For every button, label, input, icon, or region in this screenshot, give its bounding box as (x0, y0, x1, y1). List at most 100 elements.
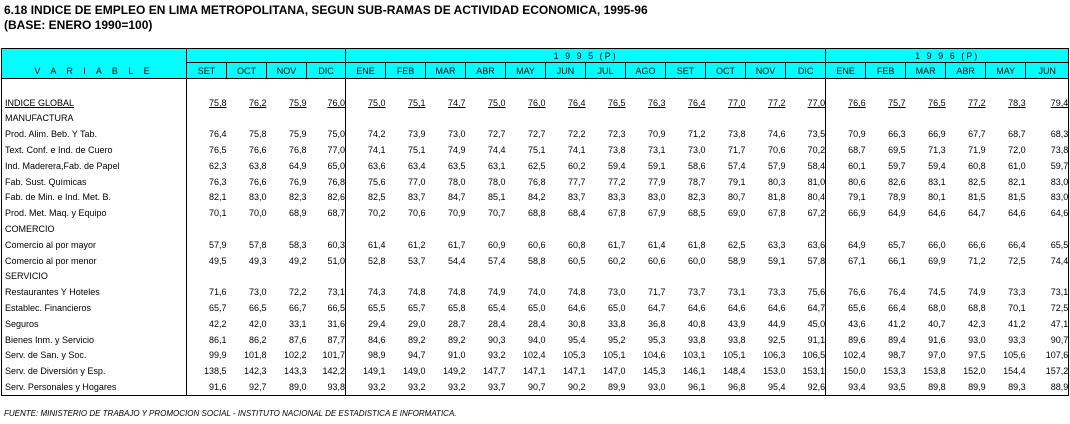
header-year-row: V A R I A B L E 1 9 9 5 (P) 1 9 9 6 (P) (1, 48, 1070, 79)
value-cell: 75,6 (785, 284, 827, 301)
value-cell: 57,4 (487, 255, 506, 266)
value-cell: 101,7 (306, 347, 346, 364)
value-cell: 82,6 (888, 176, 906, 187)
value-cell (466, 111, 506, 127)
value-cell: 105,1 (602, 350, 626, 361)
value-cell: 28,4 (487, 318, 506, 329)
value-cell (746, 221, 786, 237)
table-row: Restaurantes Y Hoteles 71,6 73,0 72,2 73,1 74… (1, 284, 1070, 301)
value-cell: 147,1 (562, 366, 586, 377)
value-cell: 66,4 (888, 303, 906, 314)
table-row: Prod. Met. Maq. y Equipo 70,1 70,0 68,9 68,7… (1, 205, 1070, 222)
month-header: MAR (425, 62, 466, 79)
value-cell: 73,5 (785, 126, 827, 143)
value-cell (1025, 268, 1070, 285)
value-cell: 72,2 (567, 129, 586, 140)
value-cell (546, 269, 586, 285)
value-cell: 84,2 (527, 192, 546, 203)
value-cell: 65,0 (527, 303, 546, 314)
table-row: Ind. Maderera,Fab. de Papel 62,3 63,8 64,9 6… (1, 157, 1070, 174)
value-cell: 49,2 (288, 255, 307, 266)
value-cell (666, 111, 706, 127)
value-cell (746, 111, 786, 127)
value-cell (986, 269, 1026, 285)
value-cell: 47,1 (1025, 315, 1070, 332)
value-cell (227, 269, 267, 285)
value-cell (746, 269, 786, 285)
table-row: Text. Conf. e Ind. de Cuero 76,5 76,6 76,8 7… (1, 142, 1070, 158)
value-cell: 63,3 (767, 239, 786, 250)
month-header: OCT (705, 62, 746, 79)
value-cell: 93,2 (385, 379, 426, 396)
month-header: MAR (905, 62, 947, 79)
value-cell: 77,0 (407, 176, 426, 187)
value-cell (946, 111, 986, 127)
value-cell (946, 269, 986, 285)
value-cell: 93,4 (825, 379, 866, 396)
value-cell: 65,7 (407, 303, 426, 314)
value-cell: 73,7 (687, 287, 706, 298)
value-cell: 66,7 (288, 303, 307, 314)
value-cell: 146,1 (682, 366, 706, 377)
value-cell: 145,3 (642, 366, 666, 377)
month-header: JUL (585, 62, 626, 79)
value-cell (866, 111, 906, 127)
value-cell: 149,0 (402, 366, 426, 377)
value-cell: 68,3 (1025, 126, 1070, 143)
value-cell: 67,9 (647, 208, 666, 219)
value-cell: 45,0 (785, 315, 827, 332)
row-label: Bienes Inm. y Servicio (1, 331, 187, 348)
value-cell: 147,7 (482, 366, 506, 377)
month-header: DIC (306, 62, 346, 79)
value-cell: 31,6 (306, 315, 346, 332)
value-cell (866, 221, 906, 237)
value-cell: 66,6 (968, 239, 986, 250)
value-cell: 83,0 (647, 192, 666, 203)
value-cell (1025, 221, 1070, 237)
value-cell: 86,1 (208, 334, 227, 345)
value-cell: 62,5 (727, 239, 746, 250)
value-cell: 65,0 (306, 157, 346, 174)
value-cell: 83,1 (928, 176, 946, 187)
section-label: COMERCIO (1, 221, 187, 237)
value-cell: 82,1 (1008, 176, 1026, 187)
value-cell: 89,2 (447, 334, 466, 345)
value-cell: 71,7 (647, 287, 666, 298)
value-cell: 88,9 (1025, 379, 1070, 396)
value-cell: 153,8 (923, 366, 946, 377)
value-cell (866, 269, 906, 285)
value-cell: 83,0 (1025, 189, 1070, 206)
value-cell: 76,6 (848, 287, 866, 298)
value-cell: 66,9 (928, 129, 946, 140)
value-cell: 57,8 (785, 252, 827, 269)
value-cell: 67,8 (767, 208, 786, 219)
value-cell: 93,3 (1008, 334, 1026, 345)
value-cell: 66,1 (888, 255, 906, 266)
value-cell: 153,1 (785, 363, 827, 380)
value-cell: 82,5 (968, 176, 986, 187)
value-cell: 73,0 (607, 287, 626, 298)
value-cell: 99,9 (208, 350, 227, 361)
value-cell (785, 268, 827, 285)
value-cell: 77,9 (647, 176, 666, 187)
value-cell: 103,1 (682, 350, 706, 361)
value-cell: 66,0 (928, 239, 946, 250)
row-label: Comercio al por mayor (1, 236, 187, 253)
value-cell: 75,8 (248, 129, 267, 140)
value-cell: 70,6 (407, 208, 426, 219)
value-cell: 82,3 (687, 192, 706, 203)
value-cell: 80,6 (848, 176, 866, 187)
value-cell: 74,2 (367, 129, 386, 140)
table-row: Fab. de Min. e Ind. Met. B. 82,1 83,0 82,3 8… (1, 189, 1070, 206)
value-cell (706, 111, 746, 127)
value-cell: 78,9 (888, 192, 906, 203)
value-cell: 149,1 (362, 366, 386, 377)
value-cell (906, 269, 946, 285)
row-label: Prod. Met. Maq. y Equipo (1, 205, 187, 222)
value-cell: 73,1 (1025, 284, 1070, 301)
value-cell (386, 221, 426, 237)
value-cell: 74,4 (487, 145, 506, 156)
value-cell: 93,8 (727, 334, 746, 345)
value-cell: 29,0 (407, 318, 426, 329)
value-cell: 73,9 (407, 129, 426, 140)
